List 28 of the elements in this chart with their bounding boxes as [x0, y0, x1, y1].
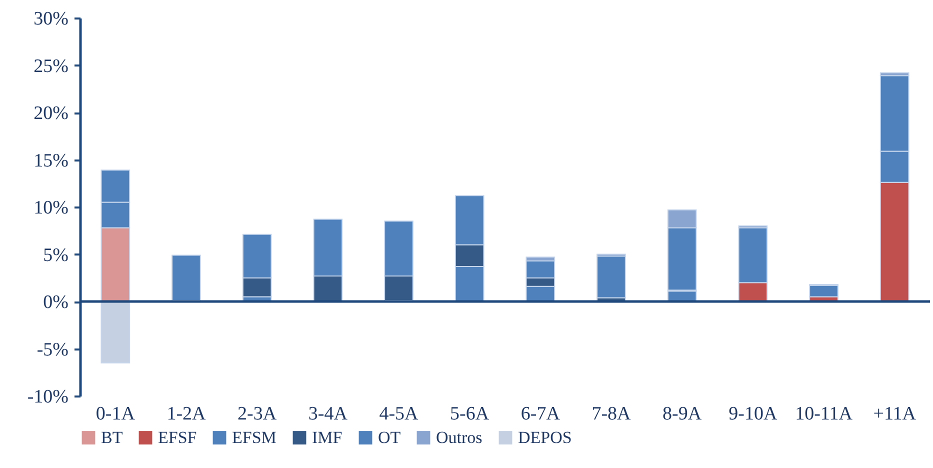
y-tick-label: 0% [43, 292, 69, 313]
x-tick-label: 1-2A [166, 404, 206, 424]
x-tick-label: 5-6A [450, 404, 490, 424]
legend-label: DEPOS [518, 428, 572, 447]
x-tick-label: 6-7A [520, 404, 560, 424]
legend-label: EFSF [158, 428, 197, 447]
x-tick-label: 9-10A [728, 404, 778, 424]
y-tick-label: 25% [34, 56, 69, 77]
x-tick-label: 4-5A [379, 404, 419, 424]
x-tick-label: +11A [873, 404, 916, 424]
y-tick-label: -10% [27, 386, 69, 408]
x-tick-label: 10-11A [795, 404, 853, 424]
legend-label: OT [378, 428, 402, 447]
y-tick-label: 20% [34, 103, 69, 124]
x-tick-label: 0-1A [96, 404, 136, 424]
y-tick-label: -5% [36, 339, 69, 360]
legend-label: IMF [312, 428, 342, 447]
x-tick-label: 2-3A [238, 404, 277, 424]
legend-label: EFSM [232, 428, 276, 447]
y-tick-label: 10% [34, 198, 69, 218]
legend-label: Outros [436, 428, 482, 447]
y-tick-label: 15% [34, 150, 69, 172]
y-tick-label: 30% [34, 8, 69, 30]
x-tick-label: 8-9A [662, 404, 702, 424]
x-tick-label: 7-8A [592, 404, 632, 424]
x-tick-label: 3-4A [308, 404, 348, 424]
y-tick-label: 5% [43, 244, 69, 266]
legend-label: BT [101, 428, 124, 447]
